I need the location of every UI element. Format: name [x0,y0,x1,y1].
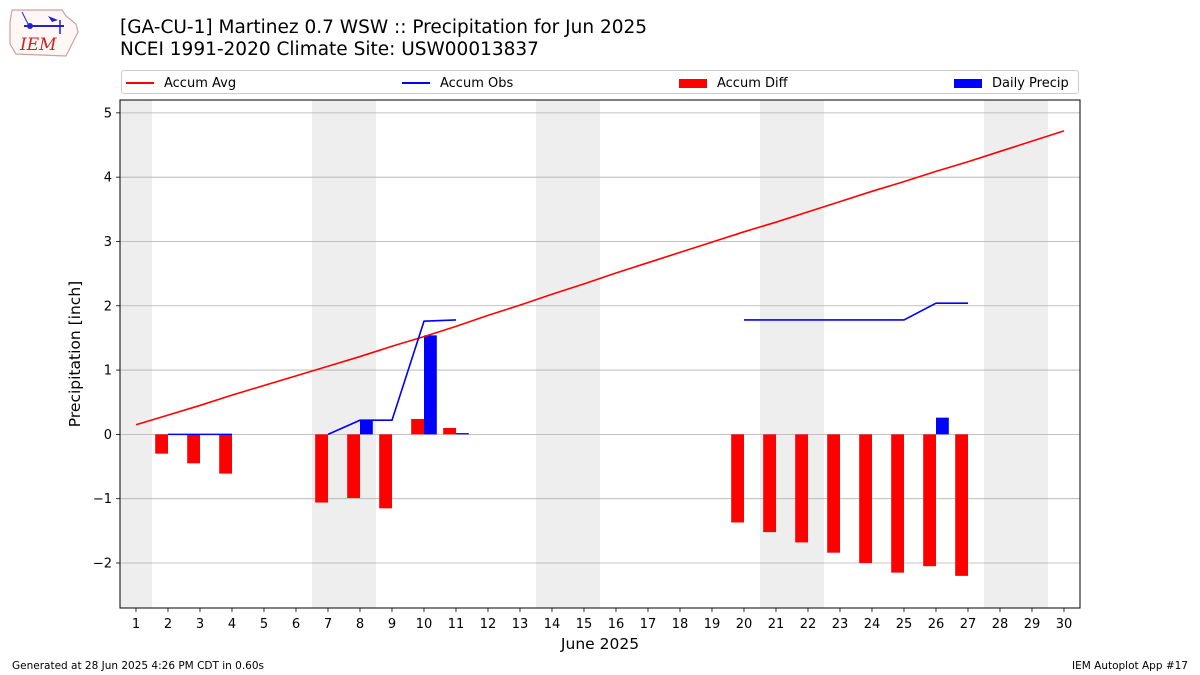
x-tick-label-24: 24 [864,617,881,632]
legend-item-accum-diff: Accum Diff [679,71,788,95]
x-tick-label-16: 16 [608,617,625,632]
accum-diff-bar-day-3 [187,434,200,464]
legend-item-daily-precip: Daily Precip [954,71,1069,95]
weekend-shade-0 [120,100,152,608]
y-tick-label--1: −1 [93,492,112,507]
daily-precip-bar-day-10 [424,335,437,435]
y-tick-label--2: −2 [93,556,112,571]
accum-diff-bar-day-10 [411,418,424,435]
x-tick-label-12: 12 [480,617,497,632]
accum-diff-bar-day-22 [795,434,808,543]
x-tick-label-8: 8 [356,617,364,632]
y-tick-label-3: 3 [104,235,112,250]
accum-diff-bar-day-8 [347,434,360,499]
legend-label-accum-avg: Accum Avg [164,75,237,91]
x-tick-label-19: 19 [704,617,721,632]
x-tick-label-25: 25 [896,617,913,632]
x-tick-label-28: 28 [992,617,1009,632]
x-tick-label-15: 15 [576,617,593,632]
x-tick-label-10: 10 [416,617,433,632]
weekend-shade-4 [984,100,1048,608]
plot-frame [119,99,1081,609]
legend-item-accum-avg: Accum Avg [126,71,236,95]
x-tick-label-23: 23 [832,617,849,632]
accum-diff-bar-day-21 [763,434,776,533]
weekend-shade-2 [536,100,600,608]
chart-title: [GA-CU-1] Martinez 0.7 WSW :: Precipitat… [120,17,647,61]
x-tick-label-18: 18 [672,617,689,632]
daily-precip-bar-day-11 [456,433,469,435]
accum-diff-bar-day-4 [219,434,232,474]
x-tick-label-29: 29 [1024,617,1041,632]
x-tick-label-14: 14 [544,617,561,632]
y-tick-label-2: 2 [104,299,112,314]
x-axis-label: June 2025 [560,635,639,653]
accum-diff-bar-day-20 [731,434,744,523]
footer-generated: Generated at 28 Jun 2025 4:26 PM CDT in … [12,660,265,672]
accum-diff-bar-day-7 [315,434,328,503]
x-tick-label-11: 11 [448,617,465,632]
legend: Accum Avg Accum Obs Accum Diff Daily Pre… [121,70,1079,94]
x-tick-label-2: 2 [164,617,172,632]
title-line-1: [GA-CU-1] Martinez 0.7 WSW :: Precipitat… [120,17,648,38]
y-tick-label-0: 0 [104,428,112,443]
y-axis-label: Precipitation [inch] [66,281,84,427]
accum-diff-bar-day-2 [155,434,168,454]
x-tick-label-3: 3 [196,617,204,632]
title-line-2: NCEI 1991-2020 Climate Site: USW00013837 [120,39,539,60]
legend-swatch-accum-diff [679,78,707,88]
legend-item-accum-obs: Accum Obs [402,71,513,95]
y-tick-label-1: 1 [104,364,112,379]
legend-swatch-accum-avg [126,82,154,84]
accum-diff-bar-day-23 [827,434,840,553]
x-tick-label-22: 22 [800,617,817,632]
accum-diff-bar-day-27 [955,434,968,576]
x-tick-label-6: 6 [292,617,300,632]
accum-diff-bar-day-25 [891,434,904,573]
y-tick-label-4: 4 [104,171,112,186]
x-tick-label-13: 13 [512,617,529,632]
legend-swatch-accum-obs [402,82,430,84]
x-tick-label-17: 17 [640,617,657,632]
x-tick-label-21: 21 [768,617,785,632]
x-tick-label-5: 5 [260,617,268,632]
legend-label-accum-obs: Accum Obs [440,75,514,91]
legend-label-daily-precip: Daily Precip [992,75,1069,91]
y-tick-label-5: 5 [104,106,112,121]
footer-app: IEM Autoplot App #17 [1072,660,1188,672]
accum-diff-bar-day-26 [923,434,936,567]
x-tick-label-30: 30 [1056,617,1073,632]
iem-logo: IEM [9,9,79,57]
x-tick-label-1: 1 [132,617,140,632]
x-tick-label-7: 7 [324,617,332,632]
x-tick-label-26: 26 [928,617,945,632]
x-tick-label-4: 4 [228,617,236,632]
x-tick-label-27: 27 [960,617,977,632]
accum-diff-bar-day-11 [443,427,456,435]
x-tick-label-20: 20 [736,617,753,632]
accum-obs-line-segment-1 [327,319,457,436]
daily-precip-bar-day-8 [360,420,373,435]
legend-swatch-daily-precip [954,78,982,88]
daily-precip-bar-day-26 [936,417,949,435]
accum-diff-bar-day-9 [379,434,392,509]
legend-label-accum-diff: Accum Diff [717,75,788,91]
weekend-shade-1 [312,100,376,608]
logo-text: IEM [19,35,57,55]
x-tick-label-9: 9 [388,617,396,632]
accum-obs-line-segment-2 [744,302,968,321]
accum-diff-bar-day-24 [859,434,872,563]
accum-avg-line [135,130,1065,426]
